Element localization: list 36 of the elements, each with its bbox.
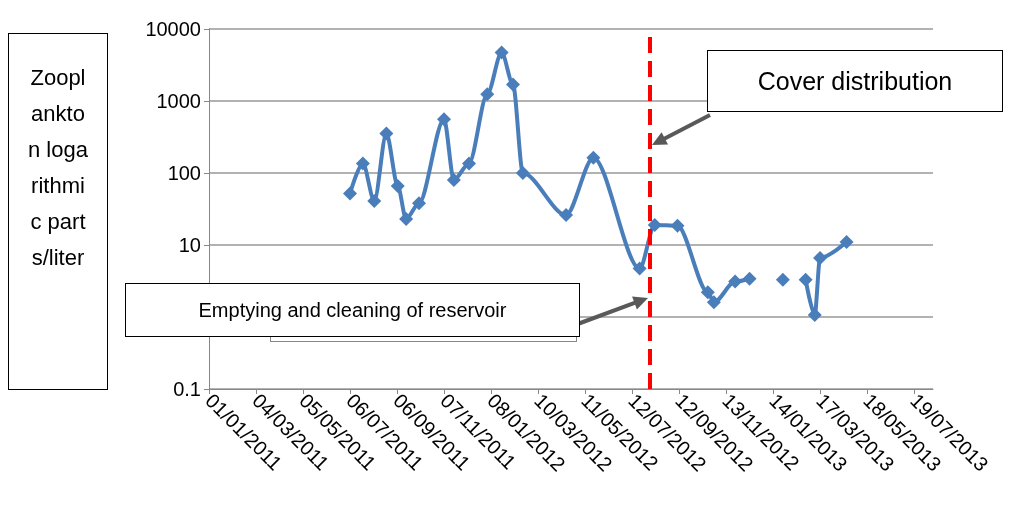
point (839, 235, 854, 250)
point (706, 295, 721, 310)
point (390, 178, 405, 193)
point (647, 217, 662, 232)
point (412, 196, 426, 211)
point (632, 261, 647, 276)
point (437, 112, 452, 127)
point (399, 211, 414, 226)
point (379, 126, 394, 141)
y-tick-label: 10000 (145, 18, 201, 40)
point (813, 250, 828, 265)
point (355, 156, 370, 171)
point (775, 272, 790, 287)
point (742, 271, 757, 286)
point (728, 274, 743, 289)
y-tick-label: 1000 (156, 90, 201, 112)
y-tick-label: 100 (167, 162, 201, 184)
point (506, 77, 520, 92)
point (515, 166, 530, 180)
point (343, 186, 358, 201)
point (480, 87, 495, 102)
point (798, 272, 813, 287)
point (559, 208, 574, 223)
point (494, 45, 509, 60)
point (586, 150, 601, 165)
point (462, 156, 477, 171)
text-box: Cover distribution (707, 50, 1003, 112)
point (700, 285, 715, 300)
y-tick-label: 0.1 (173, 378, 201, 400)
point (446, 172, 461, 187)
y-axis-title: Zooplankton logarithmic parts/liter (27, 64, 89, 272)
y-tick-label: 10 (178, 234, 201, 256)
text-box: Zooplankton logarithmic parts/liter (8, 33, 108, 390)
point (670, 218, 685, 233)
text-box: Emptying and cleaning of reservoir (125, 283, 580, 337)
point (367, 193, 382, 208)
